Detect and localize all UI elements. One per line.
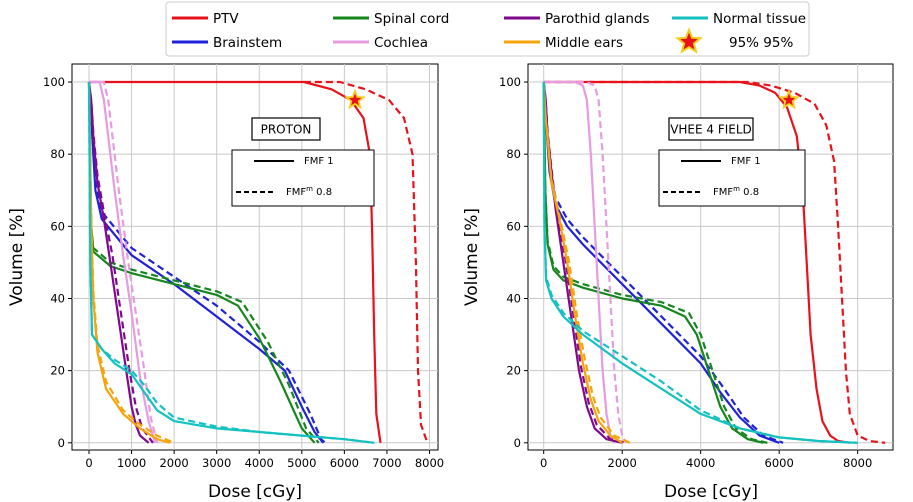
title-box: VHEE 4 FIELD — [668, 117, 754, 141]
line-style-legend-frame — [231, 149, 375, 207]
dvh-curve-brainstem-dashed — [87, 81, 326, 444]
y-axis-label: Volume [%] — [7, 208, 27, 306]
x-tick-label: 0 — [85, 456, 92, 470]
dvh-curves — [87, 80, 429, 444]
legend-entry-cochlea: Cochlea — [333, 35, 428, 51]
line-style-legend: FMF 1 FMFm 0.8 — [658, 149, 806, 207]
legend-star-label: 95% 95% — [729, 35, 793, 51]
x-tick-label: 8000 — [415, 456, 444, 470]
y-tick-label: 0 — [514, 436, 521, 450]
y-tick-label: 100 — [43, 75, 65, 89]
dvh-curve-middle-ears-dashed — [87, 81, 175, 444]
legend-entry-middle-ears: Middle ears — [504, 35, 623, 51]
y-tick-label: 40 — [506, 291, 521, 305]
dvh-curve-ptv-solid — [89, 80, 382, 443]
x-tick-label: 1000 — [117, 456, 146, 470]
line-style-legend: FMF 1 FMFm 0.8 — [231, 149, 375, 207]
x-tick-label: 6000 — [765, 456, 794, 470]
dvh-curve-cochlea-solid — [543, 80, 616, 444]
x-tick-label: 7000 — [372, 456, 401, 470]
x-tick-label: 5000 — [287, 456, 316, 470]
legend-label: Parothid glands — [545, 11, 650, 27]
series-legend: PTV Brainstem Spinal cord Cochlea Parothid g… — [165, 1, 810, 57]
x-tick-label: 4000 — [245, 456, 274, 470]
x-axis-label: Dose [cGy] — [208, 482, 302, 502]
x-axis-label: Dose [cGy] — [664, 482, 758, 502]
legend-label: Middle ears — [545, 35, 623, 51]
grid — [72, 64, 438, 450]
dvh-curve-parothid-glands-dashed — [87, 81, 154, 444]
legend-entry-brainstem: Brainstem — [172, 35, 282, 51]
legend-label: Cochlea — [374, 35, 428, 51]
axis-ticks: 0 1000 2000 3000 4000 5000 6000 7000 8000 0 20 40 60… — [43, 75, 444, 470]
dashed-line-label: FMFm 0.8 — [713, 185, 759, 198]
title-box: PROTON — [251, 117, 321, 141]
dvh-curve-ptv-dashed — [303, 80, 429, 444]
dvh-curve-cochlea-dashed — [543, 80, 628, 444]
solid-line-label: FMF 1 — [304, 156, 334, 167]
y-tick-label: 0 — [58, 436, 65, 450]
dvh-curve-middle-ears-dashed — [542, 81, 631, 444]
dvh-curve-ptv-solid — [543, 80, 850, 444]
x-tick-label: 4000 — [686, 456, 715, 470]
dvh-curve-cochlea-dashed — [89, 80, 159, 444]
red-star-icon — [344, 88, 366, 110]
y-tick-label: 80 — [50, 147, 65, 161]
legend-entry-spinal-cord: Spinal cord — [333, 11, 449, 27]
chart-title: PROTON — [261, 123, 312, 137]
dvh-curve-ptv-dashed — [543, 80, 886, 444]
red-star-icon — [778, 88, 800, 110]
red-star-icon — [674, 27, 704, 54]
x-tick-label: 2000 — [159, 456, 188, 470]
y-tick-label: 20 — [50, 364, 65, 378]
dvh-curves — [542, 80, 886, 444]
legend-entry-parothid-glands: Parothid glands — [504, 11, 650, 27]
dvh-curve-spinal-cord-dashed — [87, 81, 320, 444]
axis-ticks: 0 2000 4000 6000 8000 0 20 40 60 80 100 — [499, 75, 872, 470]
vhee-panel: 0 2000 4000 6000 8000 0 20 40 60 80 100 VHEE 4 FIE… — [462, 63, 894, 502]
line-style-legend-frame — [658, 149, 806, 207]
x-tick-label: 2000 — [608, 456, 637, 470]
legend-label: Normal tissue — [713, 11, 806, 27]
y-axis-label: Volume [%] — [462, 208, 482, 306]
legend-label: Brainstem — [213, 35, 282, 51]
legend-entry-normal-tissue: Normal tissue — [672, 11, 806, 27]
legend-label: PTV — [213, 11, 239, 27]
legend-entry-star: 95% 95% — [674, 27, 793, 54]
dashed-line-label: FMFm 0.8 — [286, 185, 332, 198]
dvh-curve-brainstem-solid — [87, 81, 324, 444]
dvh-curve-spinal-cord-dashed — [542, 81, 768, 444]
legend-frame — [165, 1, 810, 57]
y-tick-label: 100 — [499, 75, 521, 89]
dvh-curve-normal-tissue-dashed — [87, 81, 375, 444]
dvh-curve-normal-tissue-dashed — [542, 81, 858, 444]
y-tick-label: 20 — [506, 364, 521, 378]
proton-panel: 0 1000 2000 3000 4000 5000 6000 7000 8000 0 20 40 60… — [7, 63, 444, 502]
y-tick-label: 40 — [50, 291, 65, 305]
y-tick-label: 60 — [506, 219, 521, 233]
legend-entry-ptv: PTV — [172, 11, 239, 27]
y-tick-label: 60 — [50, 219, 65, 233]
x-tick-label: 0 — [540, 456, 547, 470]
y-tick-label: 80 — [506, 147, 521, 161]
solid-line-label: FMF 1 — [731, 156, 761, 167]
x-tick-label: 6000 — [330, 456, 359, 470]
x-tick-label: 8000 — [843, 456, 872, 470]
chart-title: VHEE 4 FIELD — [670, 123, 752, 137]
x-tick-label: 3000 — [202, 456, 231, 470]
legend-label: Spinal cord — [374, 11, 449, 27]
dvh-curve-cochlea-solid — [89, 80, 157, 444]
